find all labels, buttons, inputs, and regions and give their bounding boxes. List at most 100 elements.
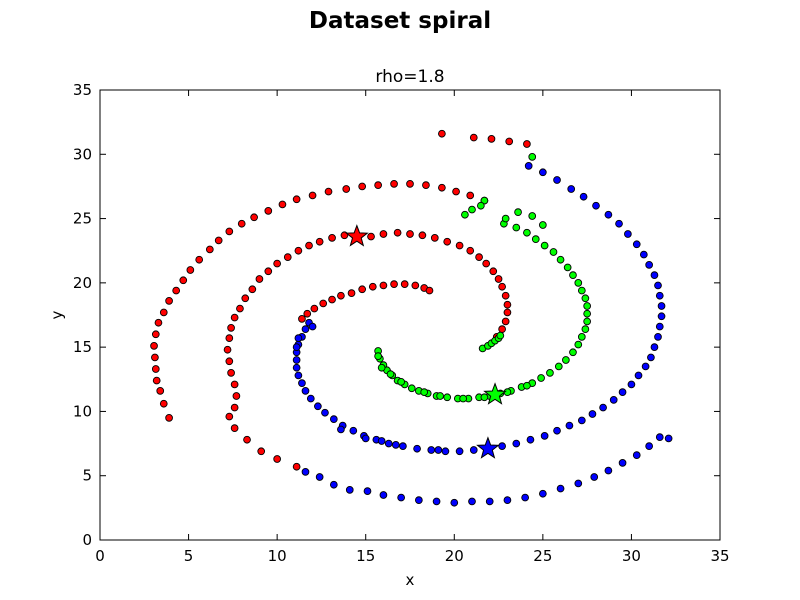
data-point bbox=[450, 498, 459, 507]
data-point bbox=[328, 234, 336, 242]
data-point bbox=[528, 212, 537, 220]
data-point bbox=[494, 275, 503, 283]
highlight-star-marker bbox=[345, 224, 369, 247]
data-point bbox=[422, 181, 430, 189]
data-point bbox=[528, 153, 537, 161]
data-point bbox=[264, 267, 273, 276]
data-point bbox=[577, 333, 586, 341]
data-point bbox=[487, 135, 496, 143]
data-point bbox=[230, 424, 239, 432]
data-point bbox=[152, 376, 161, 385]
data-point bbox=[588, 410, 597, 418]
data-point bbox=[469, 446, 478, 454]
chart-title: rho=1.8 bbox=[375, 67, 444, 87]
data-point bbox=[374, 181, 382, 189]
data-point bbox=[379, 230, 388, 238]
data-point bbox=[503, 496, 512, 504]
data-point bbox=[315, 473, 324, 481]
data-point bbox=[469, 133, 478, 142]
data-point bbox=[379, 491, 388, 499]
y-tick-label: 25 bbox=[73, 210, 92, 228]
data-point bbox=[386, 370, 395, 378]
data-point bbox=[627, 380, 636, 389]
data-point bbox=[329, 415, 338, 423]
data-point bbox=[443, 237, 452, 246]
data-point bbox=[294, 334, 303, 342]
data-point bbox=[248, 285, 257, 294]
data-point bbox=[230, 403, 239, 412]
data-point bbox=[574, 279, 583, 287]
data-point bbox=[540, 432, 549, 440]
data-point bbox=[540, 241, 549, 250]
data-point bbox=[654, 333, 662, 341]
data-point bbox=[489, 267, 498, 276]
data-point bbox=[657, 312, 666, 321]
data-point bbox=[583, 302, 591, 310]
x-tick-label: 0 bbox=[95, 547, 105, 565]
data-point bbox=[273, 259, 281, 268]
data-point bbox=[503, 308, 512, 317]
data-point bbox=[657, 302, 666, 310]
data-point bbox=[384, 439, 393, 448]
data-point bbox=[151, 330, 160, 339]
data-point bbox=[230, 380, 239, 389]
data-point bbox=[485, 497, 494, 506]
data-point bbox=[294, 246, 303, 255]
data-point bbox=[227, 369, 235, 377]
data-point bbox=[349, 426, 358, 435]
data-point bbox=[241, 294, 250, 303]
data-point bbox=[225, 334, 234, 342]
data-point bbox=[581, 325, 590, 333]
data-point bbox=[237, 219, 246, 228]
data-point bbox=[498, 325, 506, 333]
data-point bbox=[655, 433, 664, 441]
data-point bbox=[455, 241, 464, 250]
data-point bbox=[225, 227, 234, 236]
data-point bbox=[562, 356, 570, 364]
data-point bbox=[567, 185, 576, 193]
data-point bbox=[223, 345, 232, 354]
data-point bbox=[650, 271, 659, 279]
data-point bbox=[441, 447, 450, 456]
data-point bbox=[514, 208, 522, 216]
data-point bbox=[498, 442, 506, 450]
data-point bbox=[411, 281, 420, 290]
data-point bbox=[563, 263, 572, 272]
data-point bbox=[301, 387, 310, 395]
data-point bbox=[255, 275, 264, 283]
data-point bbox=[328, 295, 336, 304]
data-point bbox=[358, 285, 367, 294]
data-point bbox=[554, 362, 563, 371]
data-point bbox=[523, 381, 531, 390]
data-point bbox=[650, 343, 659, 351]
series-blue bbox=[292, 162, 673, 507]
data-point bbox=[159, 399, 168, 408]
data-point bbox=[438, 129, 446, 138]
data-point bbox=[501, 291, 510, 300]
data-point bbox=[539, 221, 547, 229]
data-point bbox=[425, 286, 434, 295]
data-point bbox=[310, 304, 319, 313]
data-point bbox=[303, 309, 312, 318]
data-point bbox=[301, 325, 310, 333]
plot-marks bbox=[150, 129, 673, 507]
data-point bbox=[624, 230, 632, 238]
data-point bbox=[577, 416, 586, 425]
series-green bbox=[374, 153, 591, 403]
data-point bbox=[250, 213, 258, 222]
data-point bbox=[569, 348, 577, 357]
data-point bbox=[466, 246, 475, 255]
data-point bbox=[292, 343, 301, 351]
data-point bbox=[590, 473, 599, 481]
data-point bbox=[283, 253, 292, 261]
data-point bbox=[553, 426, 561, 435]
data-point bbox=[225, 357, 234, 366]
data-point bbox=[298, 379, 306, 387]
data-point bbox=[427, 446, 436, 454]
data-point bbox=[397, 493, 405, 502]
x-tick-label: 10 bbox=[268, 547, 287, 565]
data-point bbox=[664, 434, 673, 443]
data-point bbox=[436, 392, 444, 400]
data-point bbox=[227, 324, 235, 332]
data-point bbox=[347, 289, 356, 297]
